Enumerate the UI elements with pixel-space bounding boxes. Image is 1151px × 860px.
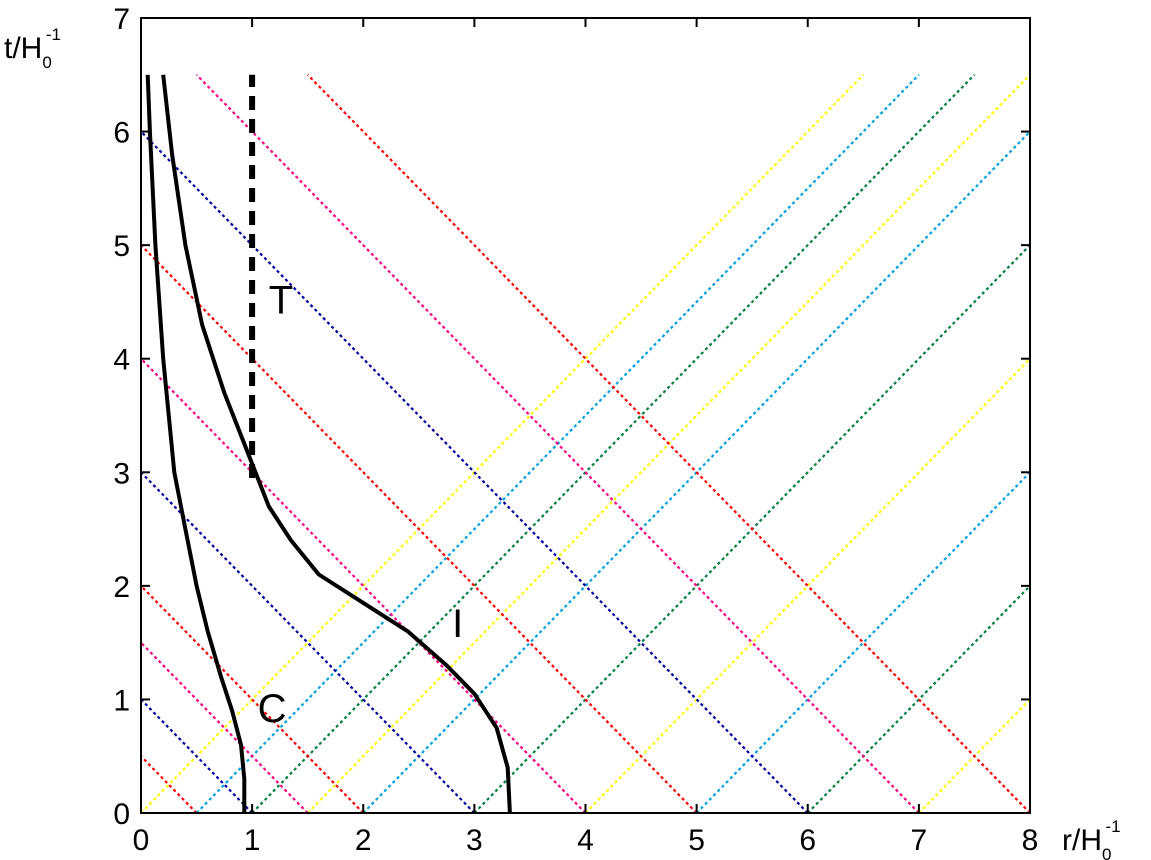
x-tick-label: 6	[799, 824, 816, 857]
annotations: C I T	[258, 278, 464, 731]
bg-line	[141, 754, 198, 813]
bg-line	[473, 243, 1030, 813]
x-tick-label: 7	[911, 824, 928, 857]
bg-line	[1029, 811, 1030, 813]
series-layer	[145, 74, 512, 814]
annotation-t: T	[269, 278, 293, 322]
x-tick-label: 8	[1022, 824, 1039, 857]
y-tick-label: 1	[113, 684, 130, 717]
bg-line	[141, 243, 698, 813]
x-tick-label: 5	[688, 824, 705, 857]
bg-line	[141, 584, 365, 813]
y-tick-label: 2	[113, 571, 130, 604]
series-c	[145, 74, 247, 813]
tick-labels: 0 1 2 3 4 5 6 7 8 0 1 2 3 4 5 6 7	[113, 3, 1038, 857]
series-i	[161, 74, 512, 814]
bg-line	[695, 470, 1030, 813]
annotation-c: C	[258, 687, 287, 731]
bg-line	[251, 74, 976, 813]
annotation-i: I	[452, 602, 463, 646]
x-axis-label: r/H0-1	[1062, 817, 1121, 860]
y-tick-label: 4	[113, 344, 130, 377]
y-tick-label: 6	[113, 117, 130, 150]
x-tick-label: 4	[577, 824, 594, 857]
y-tick-label: 7	[113, 3, 130, 36]
x-tick-label: 2	[355, 824, 372, 857]
bg-line	[141, 357, 587, 813]
x-tick-label: 1	[244, 824, 261, 857]
bg-line	[306, 74, 1030, 813]
ticks	[140, 17, 1031, 814]
bg-line	[362, 129, 1030, 813]
bg-line	[584, 357, 1030, 813]
y-axis-label: t/H0-1	[4, 25, 61, 72]
bg-line	[141, 129, 809, 813]
y-tick-label: 3	[113, 457, 130, 490]
x-tick-label: 3	[466, 824, 483, 857]
bg-line	[806, 584, 1030, 813]
y-tick-label: 5	[113, 230, 130, 263]
bg-line	[141, 470, 476, 813]
bg-line	[141, 74, 865, 813]
bg-line	[195, 74, 920, 813]
x-tick-label: 0	[133, 824, 150, 857]
y-tick-label: 0	[113, 798, 130, 831]
bg-line	[918, 697, 1030, 813]
background-lines	[141, 74, 1030, 813]
